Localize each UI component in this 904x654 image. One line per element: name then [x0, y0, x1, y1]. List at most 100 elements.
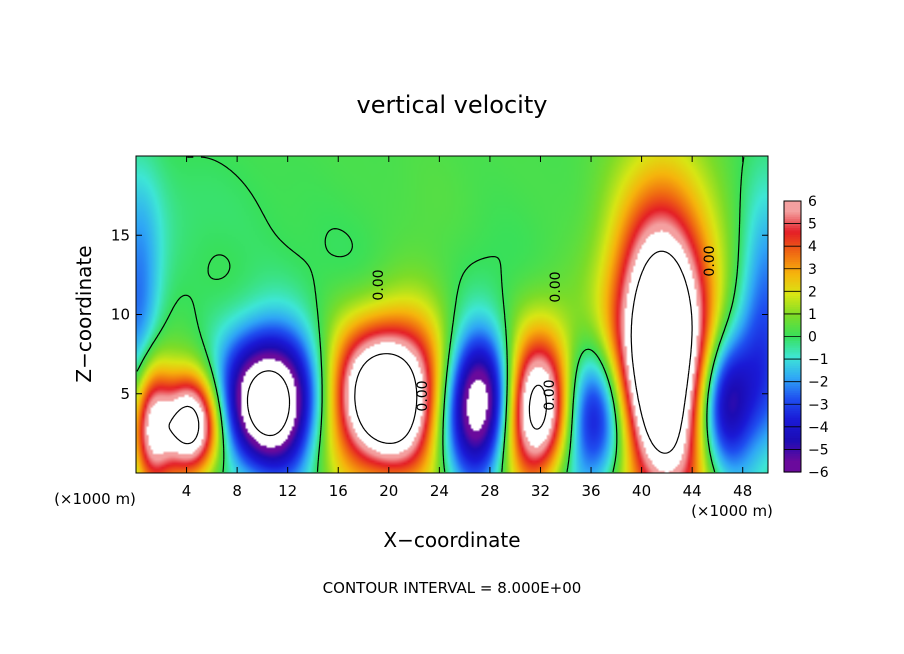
colorbar-swatch — [784, 201, 801, 204]
colorbar-swatch — [784, 345, 801, 349]
colorbar-swatch — [784, 234, 801, 238]
colorbar-swatch — [784, 411, 801, 414]
colorbar-swatch — [784, 203, 801, 207]
colorbar-tick-label: 1 — [808, 307, 817, 323]
colorbar-swatch — [784, 381, 801, 385]
x-tick-label: 44 — [683, 482, 702, 500]
colorbar-swatch — [784, 300, 801, 304]
colorbar-swatch — [784, 239, 801, 243]
contour-positive — [168, 250, 693, 454]
colorbar-swatch — [784, 275, 801, 279]
colorbar-swatch — [784, 318, 801, 322]
colorbar-swatch — [784, 291, 801, 295]
colorbar-swatch — [784, 469, 801, 473]
colorbar-swatch — [784, 374, 801, 378]
colorbar-swatch — [784, 230, 801, 234]
colorbar-swatch — [784, 433, 801, 437]
colorbar-swatch — [784, 401, 801, 405]
x-tick-label: 8 — [232, 482, 242, 500]
colorbar-swatch — [784, 250, 801, 254]
colorbar-swatch — [784, 327, 801, 331]
colorbar-tick-label: 2 — [808, 284, 817, 300]
heatmap-field — [136, 156, 768, 473]
colorbar-swatch — [784, 467, 801, 471]
colorbar-swatch — [784, 259, 801, 263]
colorbar-swatch — [784, 286, 801, 290]
contour-labels: 0.00 0.00 0.00 0.00 0.00 — [371, 245, 718, 411]
colorbar-swatch — [784, 449, 801, 453]
colorbar-swatch — [784, 363, 801, 367]
colorbar-swatch — [784, 415, 801, 419]
colorbar-swatch — [784, 243, 801, 247]
colorbar-swatch — [784, 316, 801, 320]
colorbar-swatch — [784, 361, 801, 365]
colorbar-swatch — [784, 252, 801, 256]
x-tick-label: 28 — [480, 482, 499, 500]
colorbar-swatch — [784, 372, 801, 376]
colorbar-swatch — [784, 460, 801, 464]
colorbar-swatch — [784, 205, 801, 209]
colorbar-swatch — [784, 264, 801, 268]
colorbar: 6 5 4 3 2 1 0 −1 −2 −3 −4 −5 −6 — [783, 194, 829, 481]
colorbar-swatch — [784, 379, 801, 383]
x-unit-left: (×1000 m) — [54, 490, 136, 508]
colorbar-swatch — [784, 395, 801, 399]
colorbar-swatch — [784, 266, 801, 270]
colorbar-tick-label: 5 — [808, 217, 817, 233]
colorbar-swatch — [784, 444, 801, 448]
colorbar-swatch — [784, 458, 801, 462]
colorbar-tick-label: −1 — [808, 352, 829, 368]
x-tick-label: 4 — [182, 482, 192, 500]
colorbar-swatch — [784, 248, 801, 252]
x-tick-label: 48 — [733, 482, 752, 500]
contour-interval-note: CONTOUR INTERVAL = 8.000E+00 — [323, 579, 582, 597]
colorbar-swatch — [784, 422, 801, 426]
colorbar-swatch — [784, 216, 801, 220]
colorbar-swatch — [784, 268, 801, 272]
x-unit-right: (×1000 m) — [691, 502, 773, 520]
colorbar-swatch — [784, 390, 801, 394]
x-tick-label: 36 — [581, 482, 600, 500]
colorbar-swatch — [784, 207, 801, 211]
y-axis-label: Z−coordinate — [72, 245, 96, 382]
x-tick-label: 20 — [379, 482, 398, 500]
y-tick-label: 15 — [111, 226, 130, 244]
colorbar-swatch — [784, 440, 801, 444]
x-tick-label: 32 — [531, 482, 550, 500]
colorbar-swatch — [784, 417, 801, 421]
colorbar-swatch — [784, 451, 801, 455]
contour-label: 0.00 — [702, 245, 718, 276]
colorbar-swatch — [784, 352, 801, 356]
contour-negative — [246, 370, 291, 437]
colorbar-swatch — [784, 214, 801, 218]
colorbar-swatch — [784, 413, 801, 417]
colorbar-swatch — [784, 225, 801, 229]
colorbar-swatch — [784, 386, 801, 390]
colorbar-swatch — [784, 311, 801, 315]
colorbar-swatch — [784, 420, 801, 423]
colorbar-tick-label: −2 — [808, 375, 829, 391]
colorbar-swatch — [784, 289, 801, 292]
colorbar-swatch — [784, 212, 801, 216]
colorbar-swatch — [784, 404, 801, 408]
x-tick-label: 12 — [278, 482, 297, 500]
colorbar-swatch — [784, 431, 801, 435]
colorbar-swatch — [784, 343, 801, 347]
colorbar-swatch — [784, 438, 801, 441]
colorbar-swatch — [784, 280, 801, 283]
colorbar-swatch — [784, 334, 801, 338]
colorbar-swatch — [784, 284, 801, 288]
y-tick-label: 5 — [120, 385, 130, 403]
colorbar-swatch — [784, 223, 801, 227]
colorbar-swatch — [784, 424, 801, 428]
colorbar-swatch — [784, 313, 801, 317]
colorbar-swatch — [784, 354, 801, 358]
colorbar-swatch — [784, 219, 801, 222]
colorbar-swatch — [784, 228, 801, 231]
colorbar-swatch — [784, 347, 801, 351]
contour-lines — [136, 156, 745, 473]
colorbar-swatch — [784, 365, 801, 369]
colorbar-swatch — [784, 261, 801, 265]
colorbar-swatch — [784, 232, 801, 236]
